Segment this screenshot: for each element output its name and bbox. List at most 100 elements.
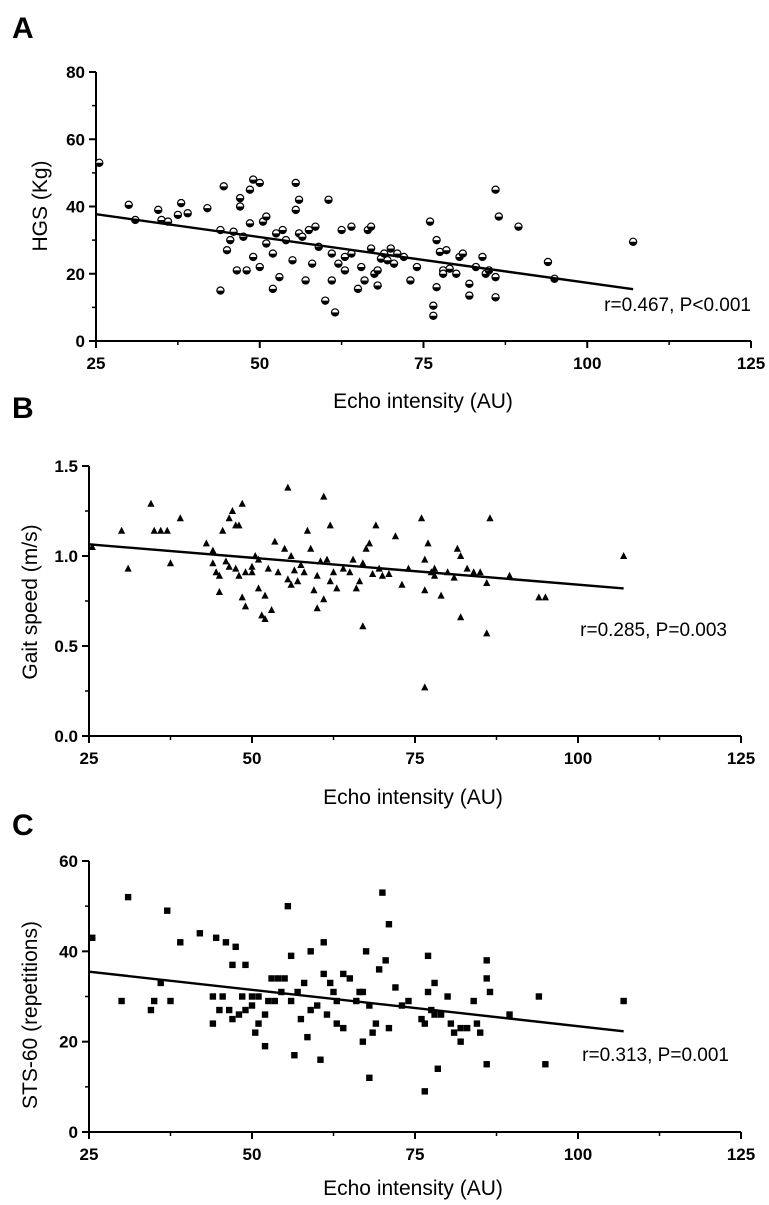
data-point [209,1020,217,1027]
data-point [373,281,382,290]
data-point [262,239,271,248]
data-point [212,934,220,941]
y-tick-label: 80 [66,63,85,82]
points-c [89,889,627,1095]
data-point [287,580,295,588]
data-point [465,291,474,300]
data-point [535,593,543,601]
data-point [124,893,132,901]
data-point [383,256,392,265]
data-point [202,539,210,547]
data-point-fill [347,226,356,231]
data-point [278,225,287,235]
data-point [287,952,295,960]
data-point [450,1029,458,1036]
data-point-fill [331,312,339,317]
data-point [151,997,158,1005]
data-point-fill [495,216,503,221]
data-point-fill [328,253,336,258]
y-axis-title-c: STS-60 (repetitions) [19,921,42,1109]
data-point-fill [433,287,441,291]
data-point [330,988,337,996]
data-point [248,1002,256,1009]
data-point [424,988,432,996]
data-point [255,993,262,1000]
data-point [453,544,461,552]
data-point-fill [491,189,500,194]
data-point [287,997,295,1005]
data-point [124,564,132,572]
ticks-c: 25 50 75 100 125 0 20 40 60 [59,852,755,1164]
data-point-fill [514,226,523,231]
data-point [291,1052,298,1059]
data-point [379,889,386,896]
data-point [457,1024,464,1032]
data-point [429,311,438,320]
regression-b [88,543,624,590]
data-point [232,266,242,275]
data-point-fill [544,261,552,266]
data-point [235,202,245,211]
data-point [258,611,266,619]
data-point [225,562,233,570]
data-point [209,546,217,554]
data-point [417,514,426,522]
data-point-fill [256,182,264,187]
data-point [222,939,230,946]
data-point [173,210,183,220]
data-point [281,544,289,552]
x-tick-label: 75 [406,1145,425,1164]
data-point [248,568,256,576]
data-point-fill [338,230,346,234]
data-point [385,921,393,928]
data-point [362,948,370,955]
y-tick-label: 40 [59,942,78,961]
data-point [476,568,484,576]
data-point [447,1020,455,1027]
data-point-fill [446,268,454,273]
data-point-fill [249,179,257,184]
data-point [506,1011,513,1018]
x-axis-title-a: Echo intensity (AU) [333,390,513,413]
data-point [463,1024,471,1032]
data-point [349,555,357,563]
data-point [238,593,246,601]
data-point [225,514,233,522]
data-point [176,198,186,208]
data-point [274,975,282,982]
data-point [290,566,298,574]
data-point [360,276,369,285]
data-point [248,252,258,262]
x-tick-label: 75 [406,749,425,768]
data-point-fill [311,226,320,231]
data-point [300,568,308,576]
regression-line [88,970,624,1033]
data-point-fill [154,209,162,214]
data-point [359,559,367,567]
y-tick-label: 1.0 [54,547,78,566]
data-point [284,575,292,583]
data-point-fill [364,230,372,234]
data-point [124,200,133,210]
data-point [147,499,155,507]
data-point [301,276,310,285]
data-point [369,570,377,577]
data-point-fill [95,162,103,167]
data-point-fill [308,263,316,268]
data-point-fill [354,288,362,293]
data-point [483,957,490,964]
y-tick-label: 0 [76,332,85,351]
data-point-fill [328,280,336,285]
data-point [254,584,263,592]
data-point [242,266,251,275]
data-point [89,934,96,941]
data-point-fill [239,236,247,241]
data-point [323,555,331,563]
data-point-fill [390,263,398,268]
data-point [183,209,192,218]
data-point [418,1015,425,1023]
data-point [232,943,239,951]
data-point [287,552,295,559]
data-point [457,1038,464,1045]
data-point [255,178,264,188]
